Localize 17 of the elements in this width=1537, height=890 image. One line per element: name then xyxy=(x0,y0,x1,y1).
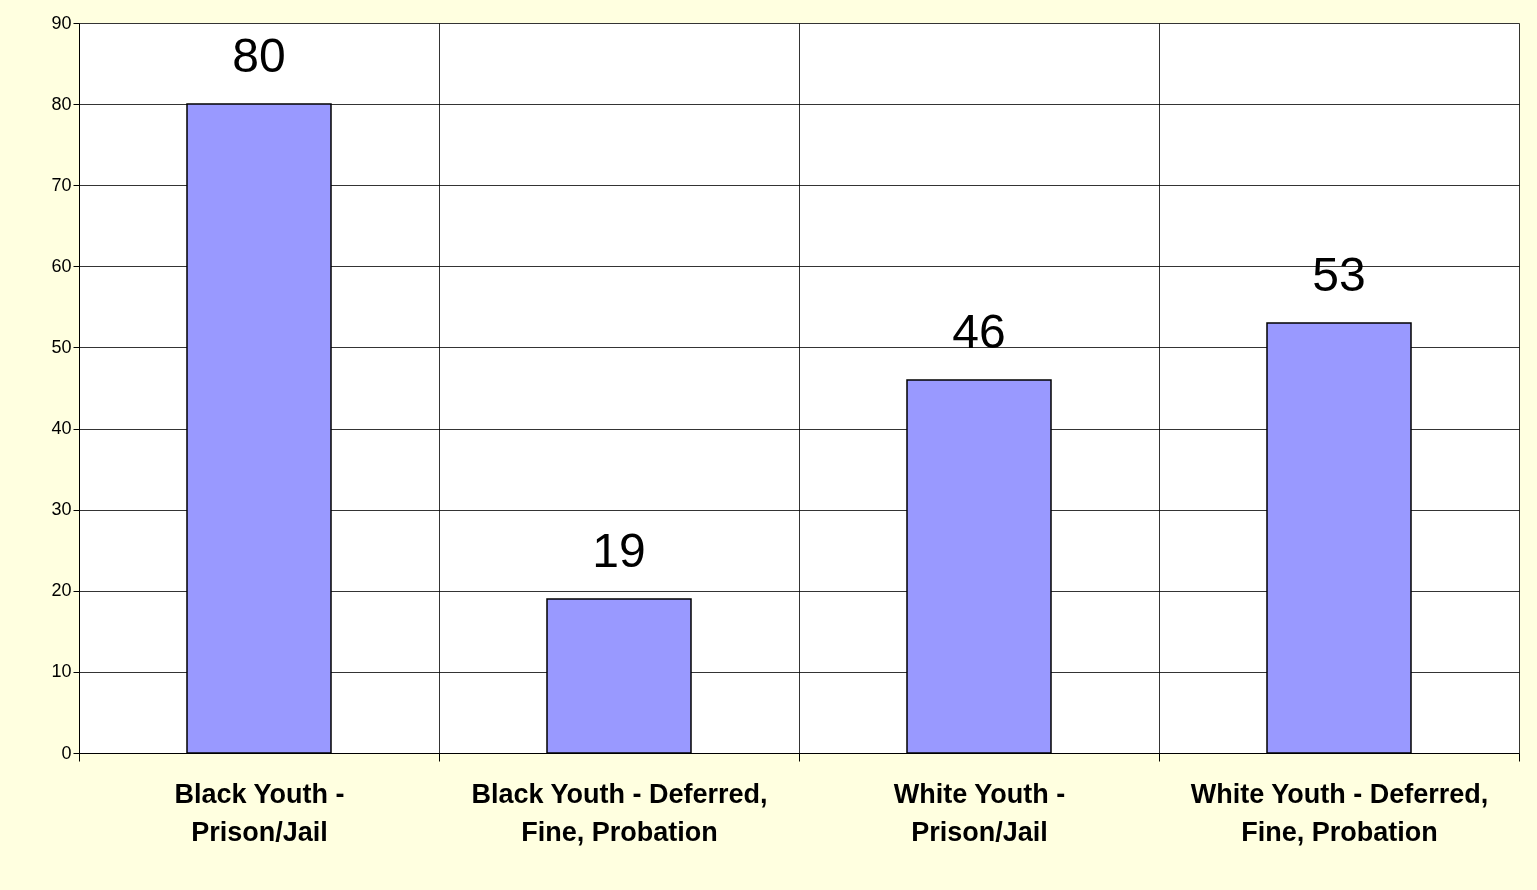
y-tick-label: 90 xyxy=(51,12,72,33)
y-tick-label: 30 xyxy=(51,499,72,520)
y-tick-label: 0 xyxy=(61,742,72,763)
x-tick-label: Black Youth - Deferred, Fine, Probation xyxy=(471,778,768,847)
x-tick-label: Black Youth - Prison/Jail xyxy=(174,778,345,847)
x-tick-label: White Youth - Prison/Jail xyxy=(893,778,1066,847)
y-tick-label: 20 xyxy=(51,580,72,601)
y-tick-label: 40 xyxy=(51,418,72,439)
y-tick-label: 50 xyxy=(51,336,72,357)
data-label: 19 xyxy=(592,523,646,577)
y-tick-label: 70 xyxy=(51,174,72,195)
data-label: 80 xyxy=(232,29,286,83)
x-tick-label: White Youth - Deferred, Fine, Probation xyxy=(1190,778,1489,847)
y-tick-label: 60 xyxy=(51,255,72,276)
data-label: 46 xyxy=(952,304,1006,358)
y-tick-label: 80 xyxy=(51,93,72,114)
y-tick-label: 10 xyxy=(51,661,72,682)
